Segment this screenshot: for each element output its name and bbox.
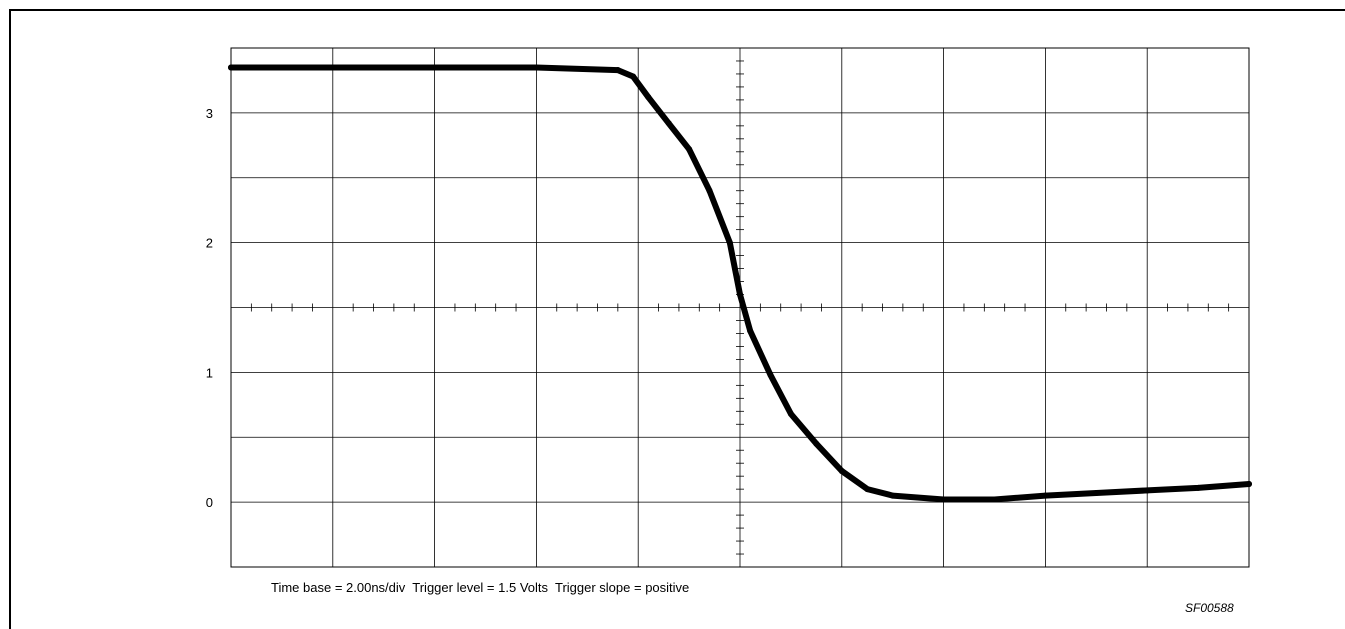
waveform-point [1246,480,1252,487]
waveform-point [533,64,540,71]
waveform-point [228,64,234,71]
waveform-point [614,67,621,74]
waveform-point [630,73,637,80]
waveform-point [1195,484,1202,491]
waveform-point [864,486,871,493]
waveform-point [838,467,845,474]
center-axis-ticks [250,60,1230,555]
waveform-point [767,371,774,378]
waveform-point [665,120,672,127]
waveform-point [1144,487,1151,494]
y-tick-label: 3 [206,106,213,121]
scope-settings-caption: Time base = 2.00ns/div Trigger level = 1… [271,580,690,595]
waveform-point [431,64,438,71]
waveform-point [329,64,336,71]
waveform-point [686,146,693,153]
y-tick-labels: 0 1 2 3 [206,106,213,510]
waveform-point [645,94,652,101]
waveform-point [813,440,820,447]
waveform-point [747,327,754,334]
waveform-point [1042,492,1049,499]
waveform-trace [228,64,1252,503]
y-tick-label: 0 [206,495,213,510]
waveform-point [1093,490,1100,497]
waveform-point [940,496,947,503]
waveform-point [991,496,998,503]
y-tick-label: 2 [206,236,213,251]
chart-grid [230,47,1250,568]
waveform-point [737,291,743,298]
waveform-point [726,239,733,246]
figure-id-label: SF00588 [1185,601,1234,615]
waveform-point [706,187,713,194]
waveform-point [889,492,896,499]
waveform-point [787,410,794,417]
figure-frame [9,9,1345,629]
y-tick-label: 1 [206,365,213,380]
